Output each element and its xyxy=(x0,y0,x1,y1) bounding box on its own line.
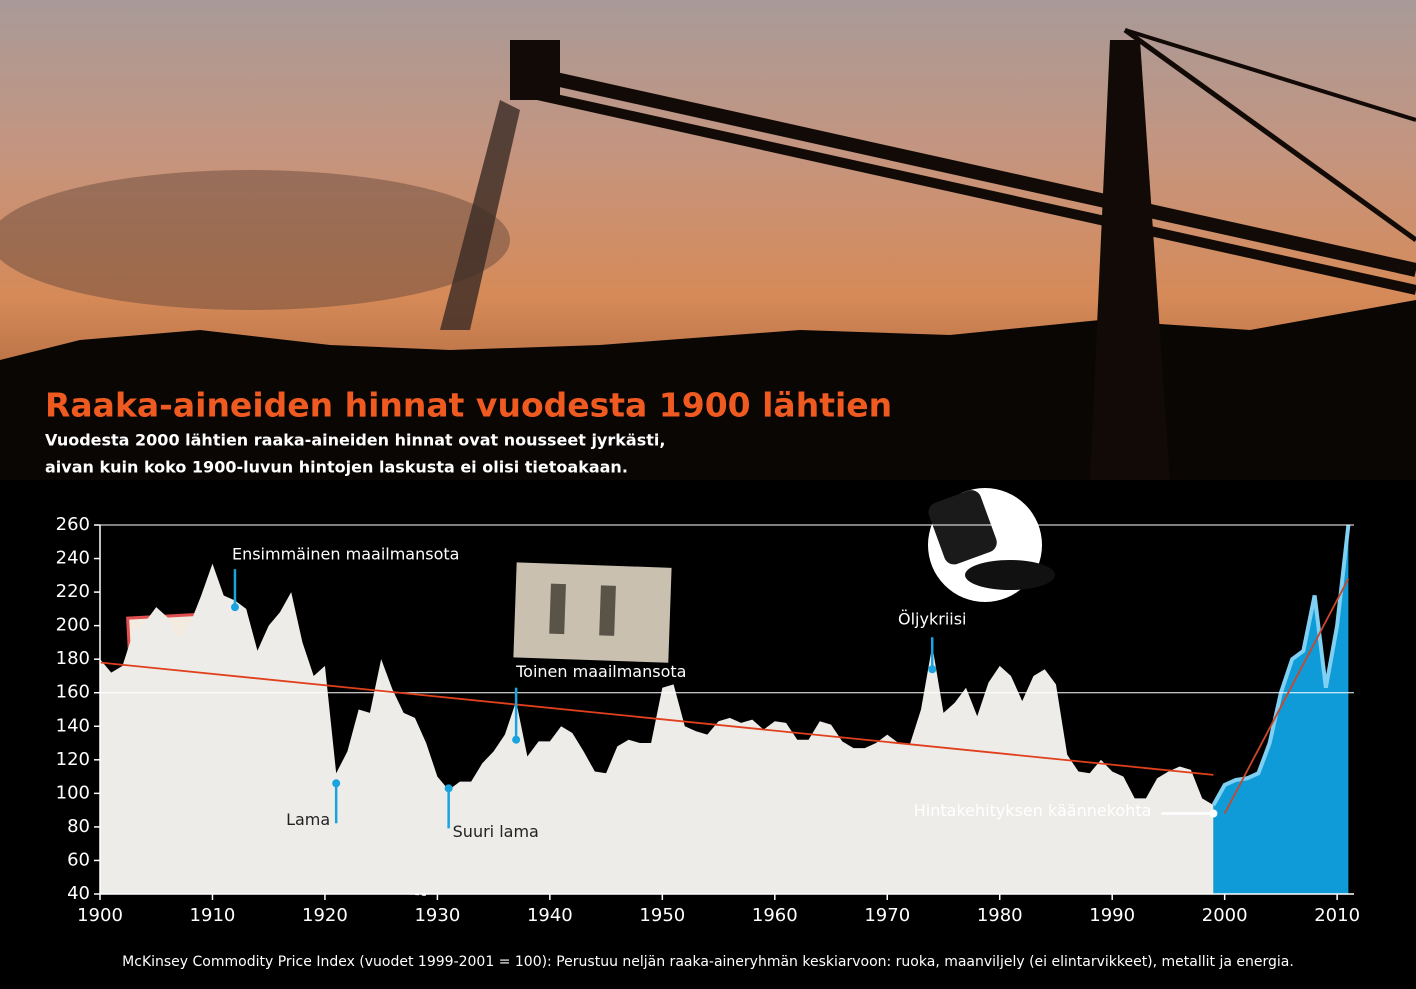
annotation-dot xyxy=(230,603,239,612)
annotation-label: Lama xyxy=(286,810,330,829)
y-tick-label: 80 xyxy=(67,816,90,837)
x-tick-label: 1910 xyxy=(190,905,236,926)
x-tick-label: 1970 xyxy=(864,905,910,926)
area xyxy=(1213,525,1349,894)
annotation-dot xyxy=(332,779,341,788)
x-tick-label: 1960 xyxy=(752,905,798,926)
plot: 40 60 80 100 120 140 160 180 200 220 240 260 1900 191… xyxy=(56,514,1360,926)
subtitle: Vuodesta 2000 lähtien raaka-aineiden hin… xyxy=(45,431,665,450)
source-note: McKinsey Commodity Price Index (vuodet 1… xyxy=(122,954,1294,970)
x-tick-label: 1980 xyxy=(977,905,1023,926)
annotation-dot xyxy=(444,784,453,793)
oil-barrel-image xyxy=(928,488,1055,602)
x-tick-label: 1990 xyxy=(1089,905,1135,926)
annotation-dot xyxy=(928,665,937,674)
war-photo xyxy=(513,562,672,663)
y-tick-label: 60 xyxy=(67,849,90,870)
y-tick-label: 100 xyxy=(56,782,90,803)
annotation-dot xyxy=(1209,809,1218,818)
x-tick-label: 1900 xyxy=(77,905,123,926)
area xyxy=(100,563,1214,894)
x-tick-label: 2010 xyxy=(1314,905,1360,926)
y-tick-label: 260 xyxy=(56,514,90,535)
subtitle: aivan kuin koko 1900-luvun hintojen lask… xyxy=(45,458,628,477)
y-tick-label: 40 xyxy=(67,883,90,904)
trend-line xyxy=(99,661,1214,776)
y-tick-label: 220 xyxy=(56,581,90,602)
y-tick-label: 140 xyxy=(56,715,90,736)
y-tick-label: 120 xyxy=(56,749,90,770)
x-tick-label: 2000 xyxy=(1202,905,1248,926)
y-tick-label: 160 xyxy=(56,682,90,703)
annotation-label: Öljykriisi xyxy=(898,610,966,629)
trend-line xyxy=(1223,578,1350,814)
x-tick-label: 1950 xyxy=(639,905,685,926)
chart-title: Raaka-aineiden hinnat vuodesta 1900 läht… xyxy=(45,386,892,425)
annotation-label: Suuri lama xyxy=(453,822,539,841)
y-tick-label: 200 xyxy=(56,615,90,636)
annotation-dot xyxy=(512,735,521,744)
annotation-label: Hintakehityksen käännekohta xyxy=(914,801,1152,820)
annotation-label: Ensimmäinen maailmansota xyxy=(232,545,459,564)
y-tick-label: 180 xyxy=(56,648,90,669)
y-tick-label: 240 xyxy=(56,548,90,569)
x-tick-label: 1940 xyxy=(527,905,573,926)
x-tick-label: 1930 xyxy=(414,905,460,926)
x-tick-label: 1920 xyxy=(302,905,348,926)
annotation-label: Toinen maailmansota xyxy=(515,662,686,681)
